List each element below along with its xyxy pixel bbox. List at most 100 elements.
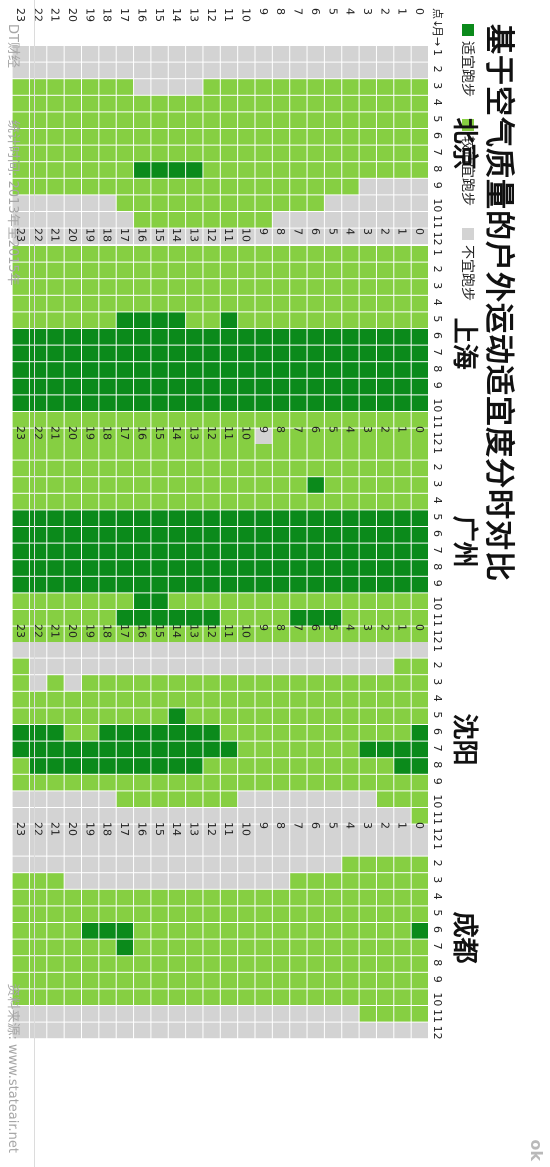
heatmap-cell [116,889,134,906]
heatmap-cell [64,79,81,95]
heatmap-cell [29,178,47,195]
heatmap-cell [290,145,307,162]
heatmap-cell [324,129,342,145]
heatmap-cell [82,178,99,195]
heatmap-cell [168,362,186,378]
heatmap-cell [324,262,342,279]
heatmap-cell [376,972,394,989]
heatmap-cell [220,610,238,626]
heatmap-cell [394,477,411,493]
heatmap-cell [255,658,272,675]
heatmap-cell [47,873,64,889]
heatmap-cell [29,378,47,395]
heatmap-cell [342,808,359,824]
heatmap-cell [324,79,342,95]
heatmap-cell [307,856,324,873]
heatmap-cell [82,642,99,658]
heatmap-cell [376,840,394,856]
heatmap-cell [238,543,255,560]
heatmap-cell [238,1006,255,1022]
heatmap-cell [82,543,99,560]
heatmap-cell [29,923,47,939]
heatmap-cell [307,691,324,708]
heatmap-cell [238,808,255,824]
heatmap-cell [12,626,29,643]
heatmap-cell [394,1022,411,1039]
city-label: 成都 [449,912,479,964]
heatmap-cell [220,178,238,195]
heatmap-cell [272,378,290,395]
heatmap-cell [359,145,376,162]
heatmap-cell [186,758,203,774]
heatmap-cell [238,642,255,658]
heatmap-cell [134,906,151,923]
heatmap-cell [290,576,307,593]
heatmap-cell [82,808,99,824]
heatmap-cell [411,329,428,345]
heatmap-cell [238,741,255,758]
heatmap-cell [82,195,99,211]
heatmap-cell [359,493,376,510]
heatmap-cell [255,989,272,1006]
hour-tick-label-panel: 8 [274,426,287,433]
heatmap-cell [47,576,64,593]
heatmap-cell [220,262,238,279]
heatmap-cell [168,62,186,79]
heatmap-cell [29,708,47,725]
heatmap-cell [64,1022,81,1039]
heatmap-cell [203,840,220,856]
heatmap-cell [186,824,203,841]
heatmap-cell [134,79,151,95]
heatmap-cell [64,691,81,708]
heatmap-cell [64,112,81,129]
heatmap-cell [376,1006,394,1022]
heatmap-cell [376,758,394,774]
heatmap-cell [134,593,151,610]
heatmap-cell [290,972,307,989]
heatmap-cell [203,444,220,460]
heatmap-cell [290,691,307,708]
heatmap-cell [12,593,29,610]
heatmap-cell [151,162,168,178]
heatmap-cell [99,195,116,211]
heatmap-cell [342,675,359,691]
hour-tick-label-panel: 1 [396,822,409,829]
heatmap-cell [64,708,81,725]
heatmap-cell [238,725,255,741]
heatmap-cell [186,658,203,675]
heatmap-cell [203,1006,220,1022]
heatmap-cell [203,112,220,129]
heatmap-cell [168,412,186,428]
heatmap-cell [376,527,394,543]
heatmap-cell [116,610,134,626]
heatmap-cell [307,758,324,774]
heatmap-cell [394,543,411,560]
heatmap-cell [255,444,272,460]
heatmap-cell [394,527,411,543]
heatmap-cell [394,824,411,841]
heatmap-cell [203,79,220,95]
heatmap-cell [203,873,220,889]
heatmap-cell [99,295,116,312]
y-axis-label: 点↓ [431,8,444,28]
hour-tick-label-panel: 16 [135,822,148,836]
heatmap-cell [203,593,220,610]
heatmap-cell [307,428,324,445]
heatmap-cell [238,395,255,411]
heatmap-cell [99,956,116,972]
heatmap-cell [82,262,99,279]
heatmap-cell [186,228,203,245]
heatmap-cell [64,527,81,543]
heatmap-cell [64,279,81,295]
heatmap-cell [307,626,324,643]
heatmap-cell [307,460,324,477]
heatmap-cell [220,112,238,129]
heatmap-cell [29,840,47,856]
heatmap-cell [186,873,203,889]
heatmap-cell [64,195,81,211]
heatmap-cell [376,560,394,576]
month-tick-label: 10 [431,992,444,1006]
heatmap-cell [394,195,411,211]
heatmap-cell [255,840,272,856]
heatmap-cell [82,576,99,593]
